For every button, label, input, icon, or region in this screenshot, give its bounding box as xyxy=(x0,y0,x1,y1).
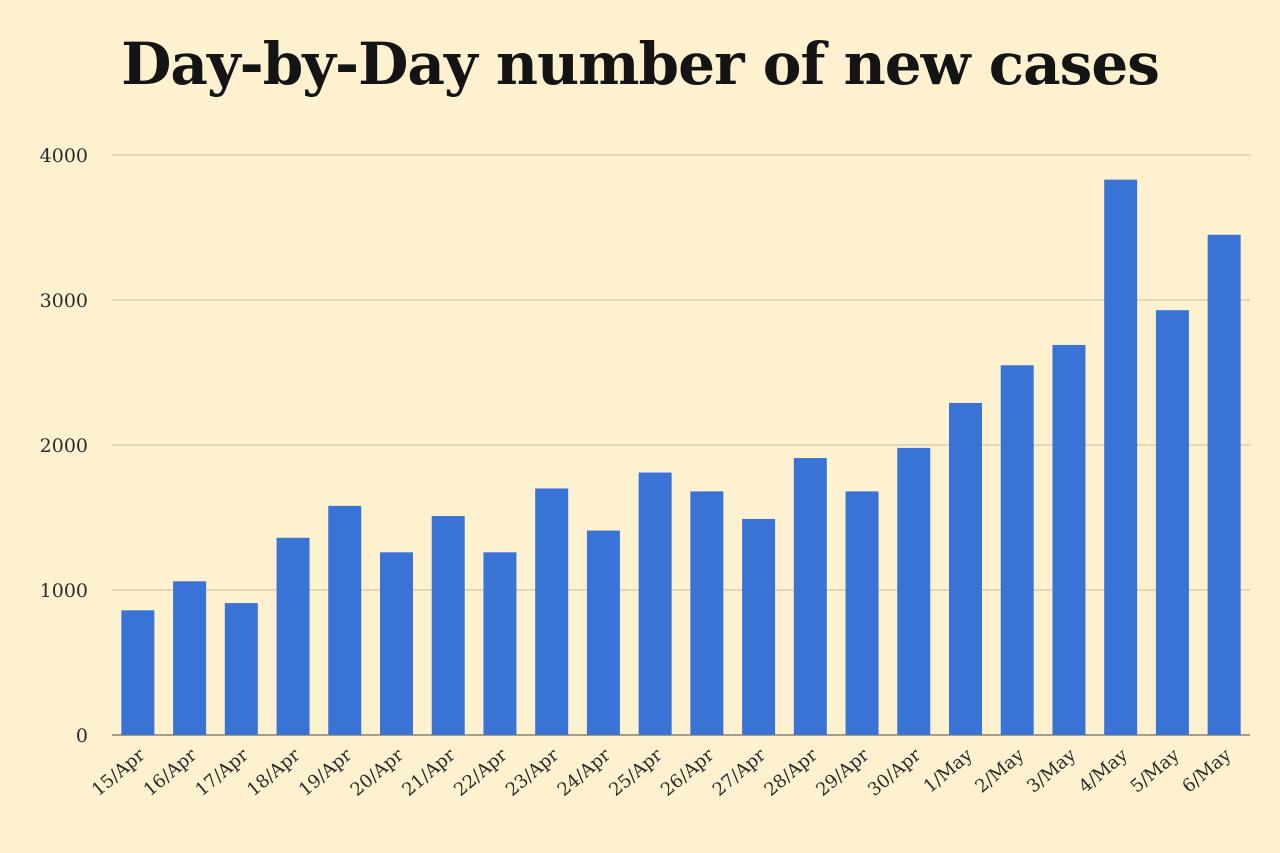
x-tick-label: 2/May xyxy=(971,744,1029,797)
x-tick-label: 18/Apr xyxy=(243,744,304,800)
x-tick-label: 22/Apr xyxy=(450,744,511,800)
x-tick-label: 25/Apr xyxy=(605,744,666,800)
y-tick-label: 3000 xyxy=(40,290,88,312)
bar xyxy=(173,581,207,735)
y-tick-label: 2000 xyxy=(40,435,88,457)
x-tick-label: 26/Apr xyxy=(657,744,718,800)
x-tick-label: 30/Apr xyxy=(864,744,925,800)
y-tick-label: 0 xyxy=(76,725,88,747)
bar xyxy=(1000,365,1034,735)
bar xyxy=(845,491,879,735)
bar xyxy=(431,516,465,735)
x-tick-label: 16/Apr xyxy=(140,744,201,800)
bar xyxy=(897,447,931,735)
chart-title: Day-by-Day number of new cases xyxy=(121,30,1160,98)
bar xyxy=(535,488,569,735)
y-tick-label: 1000 xyxy=(40,580,88,602)
bar xyxy=(328,505,362,735)
bar xyxy=(793,458,827,735)
bar xyxy=(276,537,310,735)
bar xyxy=(483,552,517,735)
x-tick-label: 4/May xyxy=(1075,744,1133,797)
bar xyxy=(1104,179,1138,735)
x-tick-label: 6/May xyxy=(1178,744,1236,797)
x-tick-label: 3/May xyxy=(1023,744,1081,797)
x-tick-label: 28/Apr xyxy=(760,744,821,800)
x-tick-label: 20/Apr xyxy=(347,744,408,800)
x-tick-label: 27/Apr xyxy=(709,744,770,800)
bar xyxy=(1155,310,1189,735)
x-tick-label: 29/Apr xyxy=(812,744,873,800)
bar xyxy=(949,402,982,735)
x-tick-label: 23/Apr xyxy=(502,744,563,800)
bar xyxy=(121,610,155,735)
bar xyxy=(1052,344,1086,735)
bar xyxy=(742,518,776,735)
bar xyxy=(638,472,672,735)
x-tick-label: 15/Apr xyxy=(88,744,149,800)
bar xyxy=(380,552,413,735)
x-tick-label: 17/Apr xyxy=(191,744,252,800)
bar xyxy=(690,491,724,735)
x-tick-label: 1/May xyxy=(920,744,978,797)
x-tick-label: 24/Apr xyxy=(554,744,615,800)
y-tick-label: 4000 xyxy=(40,145,88,167)
bar xyxy=(1207,234,1241,735)
bar xyxy=(224,603,258,735)
x-tick-label: 21/Apr xyxy=(398,744,459,800)
x-tick-label: 5/May xyxy=(1127,744,1185,797)
x-tick-label: 19/Apr xyxy=(295,744,356,800)
bar xyxy=(586,530,620,735)
